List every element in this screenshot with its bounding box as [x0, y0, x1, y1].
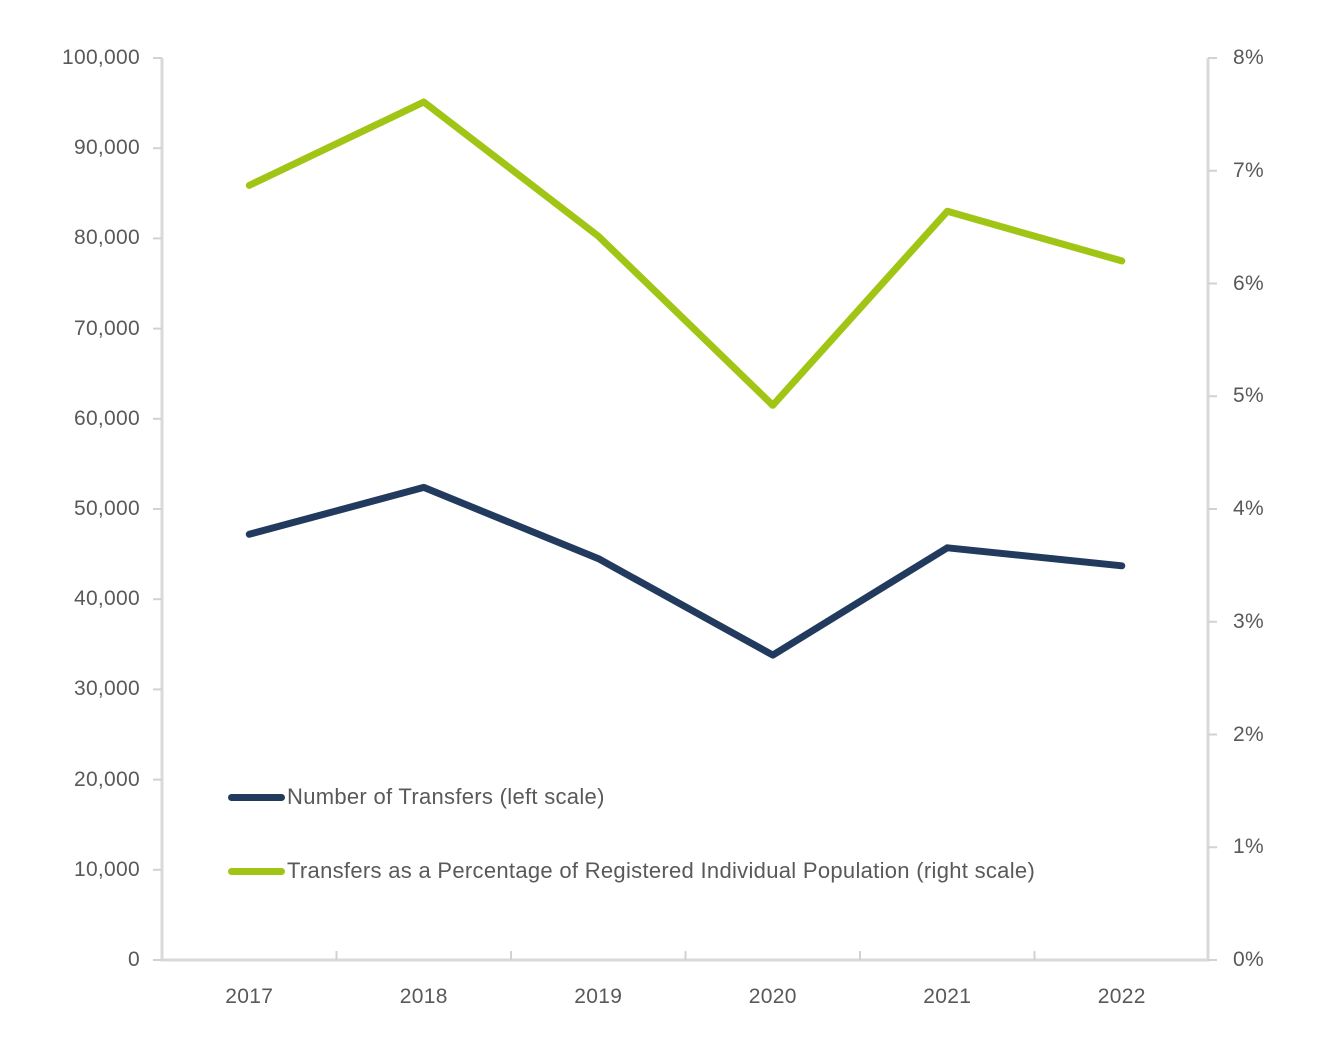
- x-axis-tick-label: 2021: [923, 985, 972, 1008]
- y-axis-left-tick-label: 20,000: [73, 767, 140, 791]
- x-axis-labels: 2017 2018 2019 2020 2021 2022: [0, 984, 1321, 1014]
- series-line-transfers-percentage: [245, 98, 1126, 409]
- y-axis-right-tick-label: 0%: [1233, 948, 1264, 971]
- y-axis-right-labels: 0% 1% 2% 3% 4% 5% 6% 7% 8%: [1233, 0, 1321, 1054]
- y-axis-right-tick-label: 8%: [1233, 46, 1264, 69]
- x-axis-tick-label: 2020: [748, 985, 797, 1008]
- legend-swatch-green-line: [228, 867, 285, 875]
- legend-label-transfers-percentage: Transfers as a Percentage of Registered …: [287, 858, 1036, 883]
- y-axis-left-tick-label: 60,000: [73, 406, 140, 430]
- legend-item-transfers-percentage: Transfers as a Percentage of Registered …: [228, 856, 1035, 886]
- y-axis-right-tick-label: 4%: [1233, 497, 1264, 520]
- y-axis-right-tick-label: 1%: [1233, 835, 1264, 859]
- x-axis-tick-label: 2022: [1097, 985, 1146, 1008]
- y-axis-left-tick-label: 70,000: [73, 316, 140, 340]
- y-axis-left-tick-label: 30,000: [73, 677, 140, 701]
- x-axis-tick-label: 2019: [574, 985, 623, 1008]
- y-axis-right-tick-label: 3%: [1233, 609, 1264, 633]
- y-axis-right-tick-label: 2%: [1233, 722, 1264, 746]
- x-axis-tick-label: 2018: [399, 985, 448, 1008]
- y-axis-right-tick-label: 7%: [1233, 158, 1264, 182]
- x-axis-tick-label: 2017: [225, 985, 274, 1008]
- y-axis-left-tick-label: 90,000: [73, 136, 140, 160]
- y-axis-left-tick-label: 10,000: [73, 857, 140, 881]
- y-axis-left-tick-label: 80,000: [73, 226, 140, 250]
- y-axis-left-tick-label: 0: [128, 948, 140, 971]
- y-axis-left-tick-label: 50,000: [73, 497, 140, 520]
- y-axis-right-tick-label: 5%: [1233, 384, 1264, 408]
- legend-swatch-navy-line: [228, 793, 285, 801]
- legend-item-number-of-transfers: Number of Transfers (left scale): [228, 782, 605, 812]
- y-axis-left-labels: 0 10,000 20,000 30,000 40,000 50,000 60,000 70,…: [0, 0, 140, 1054]
- legend-label-number-of-transfers: Number of Transfers (left scale): [287, 784, 605, 809]
- series-line-number-of-transfers: [245, 483, 1126, 659]
- y-axis-left-tick-label: 40,000: [73, 587, 140, 611]
- y-axis-left-tick-label: 100,000: [61, 46, 140, 69]
- y-axis-right-tick-label: 6%: [1233, 271, 1264, 295]
